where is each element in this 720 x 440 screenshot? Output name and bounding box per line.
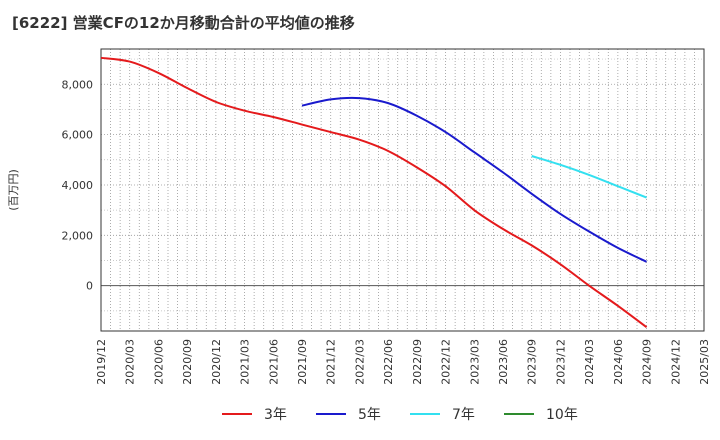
x-tick-label: 2024/12 <box>669 339 682 385</box>
legend-label: 5年 <box>358 407 381 423</box>
series-line-7年 <box>531 155 647 199</box>
x-tick-label: 2022/06 <box>382 339 395 385</box>
x-tick-label: 2024/06 <box>612 339 625 385</box>
series-layer <box>100 56 648 329</box>
x-tick-label: 2021/06 <box>267 339 280 385</box>
legend: 3年 5年 7年 10年 <box>222 407 578 423</box>
x-tick-label: 2024/03 <box>583 339 596 385</box>
x-tick-label: 2021/12 <box>325 339 338 385</box>
x-tick-label: 2022/12 <box>440 339 453 385</box>
y-tick-label: 8,000 <box>62 78 94 91</box>
x-tick-label: 2023/09 <box>526 339 539 385</box>
x-tick-label: 2025/03 <box>698 339 711 385</box>
x-tick-label: 2023/12 <box>554 339 567 385</box>
x-tick-label: 2021/09 <box>296 339 309 385</box>
series-line-5年 <box>301 96 648 263</box>
x-tick-label: 2020/12 <box>210 339 223 385</box>
x-tick-label: 2020/09 <box>181 339 194 385</box>
x-tick-label: 2019/12 <box>95 339 108 385</box>
y-tick-label: 6,000 <box>62 129 94 142</box>
legend-label: 10年 <box>546 407 578 423</box>
x-tick-label: 2022/09 <box>411 339 424 385</box>
y-tick-label: 0 <box>86 280 93 293</box>
x-tick-label: 2020/03 <box>124 339 137 385</box>
legend-label: 3年 <box>264 407 287 423</box>
y-axis-label: (百万円) <box>7 169 20 211</box>
axis-layer: 0 2,000 4,000 6,000 8,000 2019/12 2020/03 2020/… <box>7 48 711 385</box>
x-tick-label: 2023/06 <box>497 339 510 385</box>
x-tick-label: 2023/03 <box>468 339 481 385</box>
chart-title: [6222] 営業CFの12か月移動合計の平均値の推移 <box>12 14 355 32</box>
x-tick-label: 2020/06 <box>152 339 165 385</box>
x-tick-label: 2024/09 <box>641 339 654 385</box>
grid-layer <box>100 49 705 331</box>
plot-frame <box>100 48 705 332</box>
y-tick-label: 2,000 <box>62 229 94 242</box>
legend-label: 7年 <box>452 407 475 423</box>
y-tick-label: 4,000 <box>62 179 94 192</box>
x-tick-label: 2022/03 <box>353 339 366 385</box>
x-tick-label: 2021/03 <box>239 339 252 385</box>
series-line-3年 <box>100 56 648 329</box>
